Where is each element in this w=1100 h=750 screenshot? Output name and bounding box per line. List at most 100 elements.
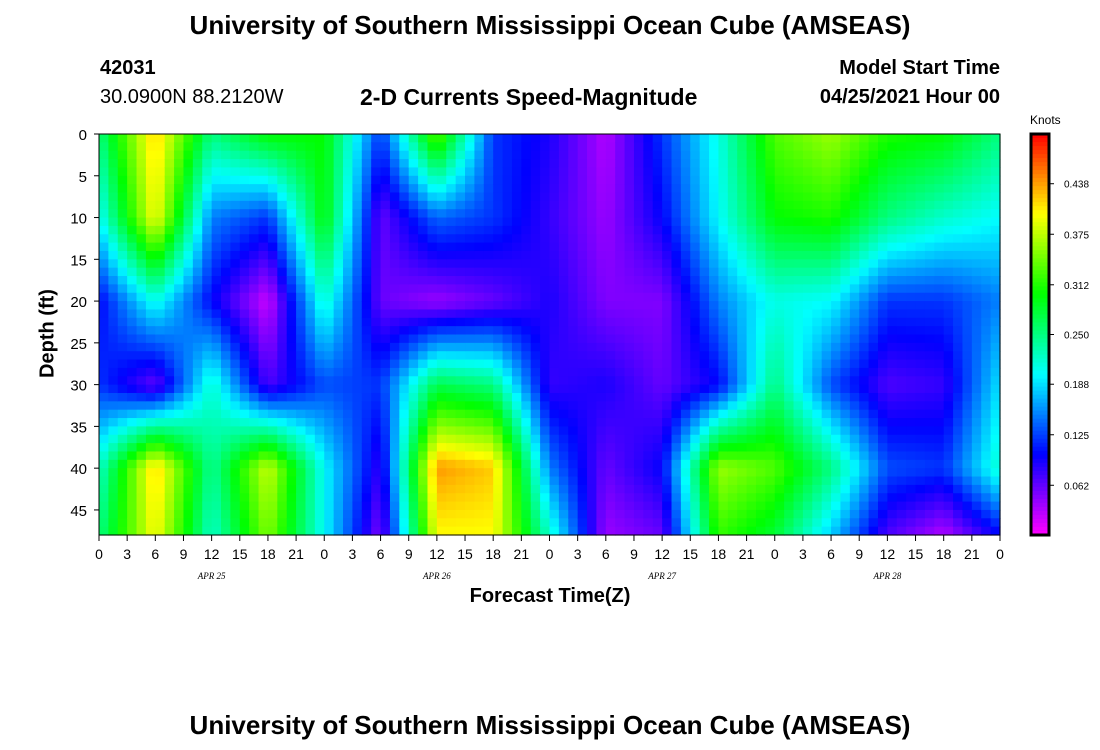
heatmap-cell [352,142,362,151]
heatmap-cell [784,485,794,494]
heatmap-cell [662,435,672,444]
heatmap-cell [108,485,118,494]
heatmap-cell [944,209,954,218]
heatmap-cell [737,435,747,444]
heatmap-cell [381,234,391,243]
heatmap-cell [193,368,203,377]
heatmap-cell [709,251,719,260]
heatmap-cell [972,176,982,185]
heatmap-cell [672,167,682,176]
heatmap-cell [165,460,175,469]
heatmap-cell [550,243,560,252]
heatmap-cell [784,527,794,536]
y-tick-label: 20 [70,294,87,311]
heatmap-cell [869,218,879,227]
heatmap-cell [521,418,531,427]
heatmap-cell [493,360,503,369]
heatmap-cell [859,502,869,511]
heatmap-cell [212,234,222,243]
heatmap-cell [596,276,606,285]
heatmap-cell [568,159,578,168]
heatmap-cell [578,451,588,460]
heatmap-cell [812,268,822,277]
heatmap-cell [240,268,250,277]
colorbar-swatch [1031,242,1049,247]
heatmap-cell [371,451,381,460]
heatmap-cell [287,318,297,327]
heatmap-cell [137,318,147,327]
heatmap-cell [962,184,972,193]
heatmap-cell [756,268,766,277]
heatmap-cell [540,335,550,344]
heatmap-cell [230,184,240,193]
heatmap-cell [193,192,203,201]
heatmap-cell [916,468,926,477]
heatmap-cell [596,351,606,360]
heatmap-cell [240,159,250,168]
heatmap-cell [822,477,832,486]
heatmap-cell [625,435,635,444]
heatmap-cell [249,293,259,302]
heatmap-cell [371,218,381,227]
heatmap-cell [991,259,1001,268]
heatmap-cell [202,301,212,310]
heatmap-cell [634,435,644,444]
heatmap-cell [681,226,691,235]
heatmap-cell [559,192,569,201]
x-tick-label: 21 [964,546,980,562]
heatmap-cell [906,477,916,486]
heatmap-cell [934,318,944,327]
heatmap-cell [690,192,700,201]
heatmap-cell [887,460,897,469]
heatmap-cell [953,326,963,335]
heatmap-cell [878,393,888,402]
heatmap-cell [840,276,850,285]
heatmap-cell [878,368,888,377]
heatmap-cell [897,201,907,210]
heatmap-cell [146,385,156,394]
heatmap-cell [953,426,963,435]
heatmap-cell [944,276,954,285]
heatmap-cell [916,159,926,168]
heatmap-cell [230,485,240,494]
heatmap-cell [287,209,297,218]
heatmap-cell [540,527,550,536]
heatmap-cell [925,167,935,176]
heatmap-cell [456,343,466,352]
heatmap-cell [287,184,297,193]
heatmap-cell [559,368,569,377]
heatmap-cell [259,226,269,235]
heatmap-cell [390,477,400,486]
heatmap-cell [137,251,147,260]
heatmap-cell [108,527,118,536]
heatmap-cell [137,443,147,452]
heatmap-cell [728,335,738,344]
heatmap-cell [334,502,344,511]
heatmap-cell [803,268,813,277]
heatmap-cell [568,318,578,327]
heatmap-cell [399,159,409,168]
heatmap-cell [305,276,315,285]
heatmap-cell [897,451,907,460]
heatmap-cell [550,218,560,227]
heatmap-cell [230,435,240,444]
heatmap-cell [662,276,672,285]
heatmap-cell [296,276,306,285]
heatmap-cell [268,151,278,160]
heatmap-cell [672,493,682,502]
heatmap-cell [512,251,522,260]
heatmap-cell [456,477,466,486]
heatmap-cell [427,510,437,519]
heatmap-cell [756,451,766,460]
heatmap-cell [503,134,513,143]
heatmap-cell [118,309,128,318]
heatmap-cell [484,159,494,168]
heatmap-cell [484,351,494,360]
heatmap-cell [737,351,747,360]
heatmap-cell [559,167,569,176]
heatmap-cell [643,184,653,193]
heatmap-cell [146,401,156,410]
heatmap-cell [362,393,372,402]
heatmap-cell [259,368,269,377]
heatmap-cell [728,209,738,218]
